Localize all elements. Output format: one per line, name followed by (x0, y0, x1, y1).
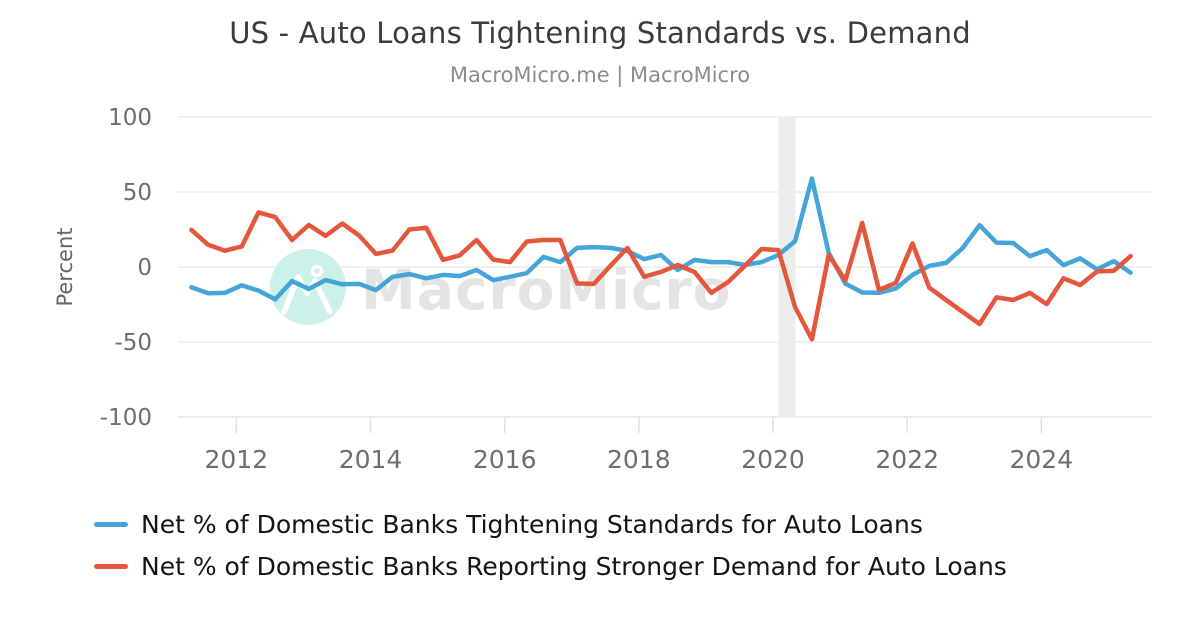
y-axis-title: Percent (53, 227, 77, 306)
x-tick-2018: 2018 (607, 445, 671, 474)
x-tick-2024: 2024 (1009, 445, 1073, 474)
series-stronger-demand-line[interactable] (189, 210, 1133, 342)
y-tick-neg50: -50 (114, 330, 152, 356)
x-tick-2012: 2012 (204, 445, 268, 474)
legend-item-tightening[interactable]: Net % of Domestic Banks Tightening Stand… (94, 510, 1007, 539)
legend-item-demand[interactable]: Net % of Domestic Banks Reporting Strong… (94, 552, 1007, 581)
y-tick-neg100: -100 (100, 405, 152, 431)
x-tick-2016: 2016 (473, 445, 537, 474)
x-tick-2022: 2022 (875, 445, 939, 474)
legend-dash-red-icon (94, 564, 128, 569)
legend-label-demand: Net % of Domestic Banks Reporting Strong… (141, 552, 1007, 581)
watermark-mountain-icon (281, 274, 333, 315)
watermark-sun-icon (310, 264, 324, 278)
y-tick-0: 0 (137, 255, 152, 281)
chart-title: US - Auto Loans Tightening Standards vs.… (229, 16, 971, 50)
x-tick-2020: 2020 (741, 445, 805, 474)
x-tick-2014: 2014 (339, 445, 403, 474)
series-tightening-standards-line[interactable] (189, 176, 1133, 302)
chart-subtitle: MacroMicro.me | MacroMicro (449, 63, 751, 87)
recession-band (778, 117, 796, 417)
legend-dash-blue-icon (94, 522, 128, 527)
legend-label-tightening: Net % of Domestic Banks Tightening Stand… (141, 510, 923, 539)
y-tick-50: 50 (123, 180, 152, 206)
legend: Net % of Domestic Banks Tightening Stand… (94, 510, 1007, 594)
y-tick-100: 100 (108, 105, 152, 131)
